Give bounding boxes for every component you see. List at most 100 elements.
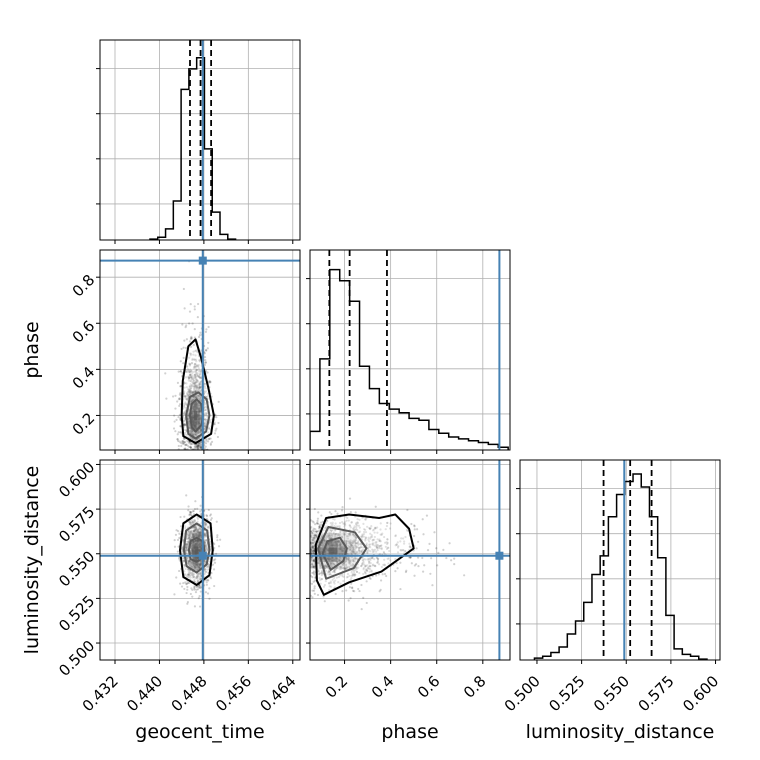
- density-cell: [195, 539, 199, 547]
- sample-point: [203, 572, 206, 575]
- sample-point: [188, 535, 191, 538]
- sample-point: [205, 522, 208, 526]
- sample-point: [189, 561, 193, 564]
- sample-point: [199, 533, 202, 536]
- sample-point: [313, 585, 316, 588]
- sample-point: [360, 565, 363, 568]
- sample-point: [415, 547, 418, 550]
- sample-point: [338, 558, 341, 561]
- sample-point: [197, 535, 200, 538]
- sample-point: [191, 561, 194, 564]
- histogram-geocent_time: [149, 56, 237, 240]
- sample-point: [189, 537, 193, 540]
- sample-point: [186, 370, 189, 373]
- sample-point: [184, 401, 187, 404]
- sample-point: [314, 534, 318, 537]
- sample-point: [311, 532, 314, 535]
- sample-point: [337, 539, 341, 542]
- sample-point: [381, 532, 384, 535]
- sample-point: [193, 556, 196, 560]
- sample-point: [195, 396, 198, 399]
- sample-point: [198, 535, 201, 538]
- sample-point: [204, 408, 207, 412]
- sample-point: [192, 422, 195, 426]
- sample-point: [199, 573, 202, 576]
- sample-point: [295, 573, 297, 575]
- sample-point: [333, 582, 336, 585]
- sample-point: [348, 542, 351, 545]
- sample-point: [196, 532, 199, 535]
- sample-point: [188, 445, 191, 449]
- sample-point: [423, 564, 426, 567]
- sample-point: [351, 558, 355, 561]
- sample-point: [196, 565, 199, 568]
- sample-point: [205, 439, 208, 442]
- sample-point: [193, 544, 196, 548]
- sample-point: [347, 558, 350, 561]
- sample-point: [186, 540, 189, 543]
- sample-point: [186, 568, 190, 571]
- sample-point: [186, 548, 189, 551]
- sample-point: [338, 559, 341, 562]
- sample-point: [182, 442, 185, 445]
- sample-point: [190, 522, 193, 525]
- sample-point: [190, 380, 193, 383]
- sample-point: [193, 432, 197, 436]
- sample-point: [375, 546, 379, 549]
- sample-point: [188, 521, 191, 524]
- sample-point: [342, 567, 345, 570]
- sample-point: [376, 538, 379, 541]
- sample-point: [329, 562, 333, 566]
- sample-point: [197, 574, 200, 577]
- sample-point: [205, 328, 208, 331]
- sample-point: [397, 545, 400, 548]
- sample-point: [191, 422, 194, 425]
- sample-point: [187, 369, 190, 372]
- sample-point: [174, 407, 177, 410]
- sample-point: [317, 511, 320, 514]
- density-cell: [337, 561, 348, 570]
- sample-point: [205, 514, 208, 517]
- sample-point: [183, 395, 187, 398]
- sample-point: [217, 545, 221, 548]
- sample-point: [334, 592, 337, 596]
- sample-point: [184, 394, 188, 398]
- sample-point: [195, 395, 198, 398]
- sample-point: [186, 469, 188, 471]
- sample-point: [194, 526, 197, 530]
- sample-point: [199, 577, 202, 580]
- sample-point: [203, 427, 206, 430]
- sample-point: [366, 567, 369, 570]
- sample-point: [187, 505, 190, 508]
- sample-point: [193, 588, 196, 591]
- sample-point: [194, 395, 198, 399]
- sample-point: [349, 510, 352, 514]
- sample-point: [335, 576, 338, 579]
- sample-point: [326, 571, 330, 574]
- sample-point: [177, 370, 180, 373]
- sample-point: [336, 512, 339, 515]
- sample-point: [378, 539, 381, 543]
- sample-point: [199, 376, 202, 380]
- sample-point: [195, 532, 198, 535]
- sample-point: [204, 538, 207, 541]
- sample-point: [187, 417, 190, 421]
- sample-point: [347, 540, 350, 543]
- sample-point: [367, 562, 371, 565]
- sample-point: [179, 425, 182, 428]
- sample-point: [191, 534, 194, 537]
- sample-point: [192, 536, 196, 539]
- sample-point: [361, 562, 364, 565]
- sample-point: [368, 570, 371, 573]
- sample-point: [329, 522, 332, 525]
- sample-point: [187, 454, 189, 456]
- sample-point: [379, 579, 383, 582]
- sample-point: [312, 545, 316, 548]
- sample-point: [196, 404, 199, 407]
- sample-point: [346, 540, 349, 543]
- sample-point: [197, 421, 200, 425]
- sample-point: [364, 531, 368, 534]
- sample-point: [192, 575, 195, 578]
- density-cell: [191, 561, 196, 570]
